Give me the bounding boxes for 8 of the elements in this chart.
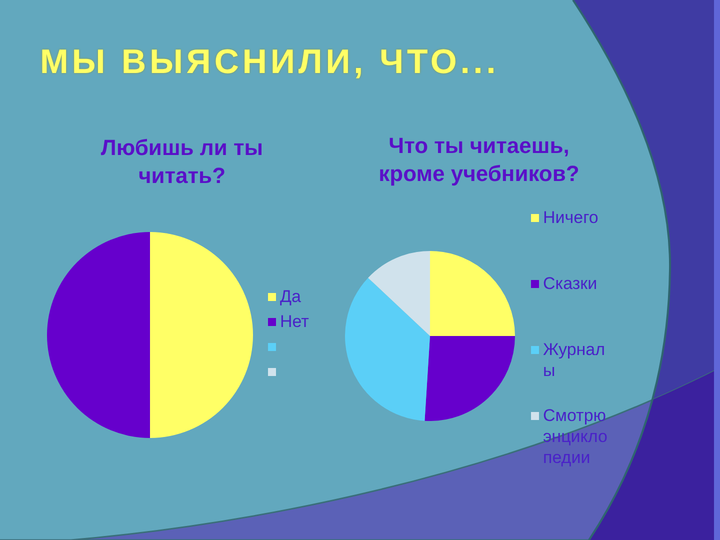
text: МЫ ВЫЯСНИЛИ, ЧТО... [40, 43, 500, 81]
legend-label: Ничего [543, 207, 600, 228]
legend-label: Сказки [543, 273, 598, 294]
legend-label: Да [280, 286, 302, 307]
chart-title: Что ты читаешь, кроме учебников? [378, 132, 580, 188]
legend-label: Нет [280, 311, 310, 332]
chart-title: Любишь ли ты читать? [100, 134, 264, 190]
legend-label: Журналы [543, 339, 606, 381]
